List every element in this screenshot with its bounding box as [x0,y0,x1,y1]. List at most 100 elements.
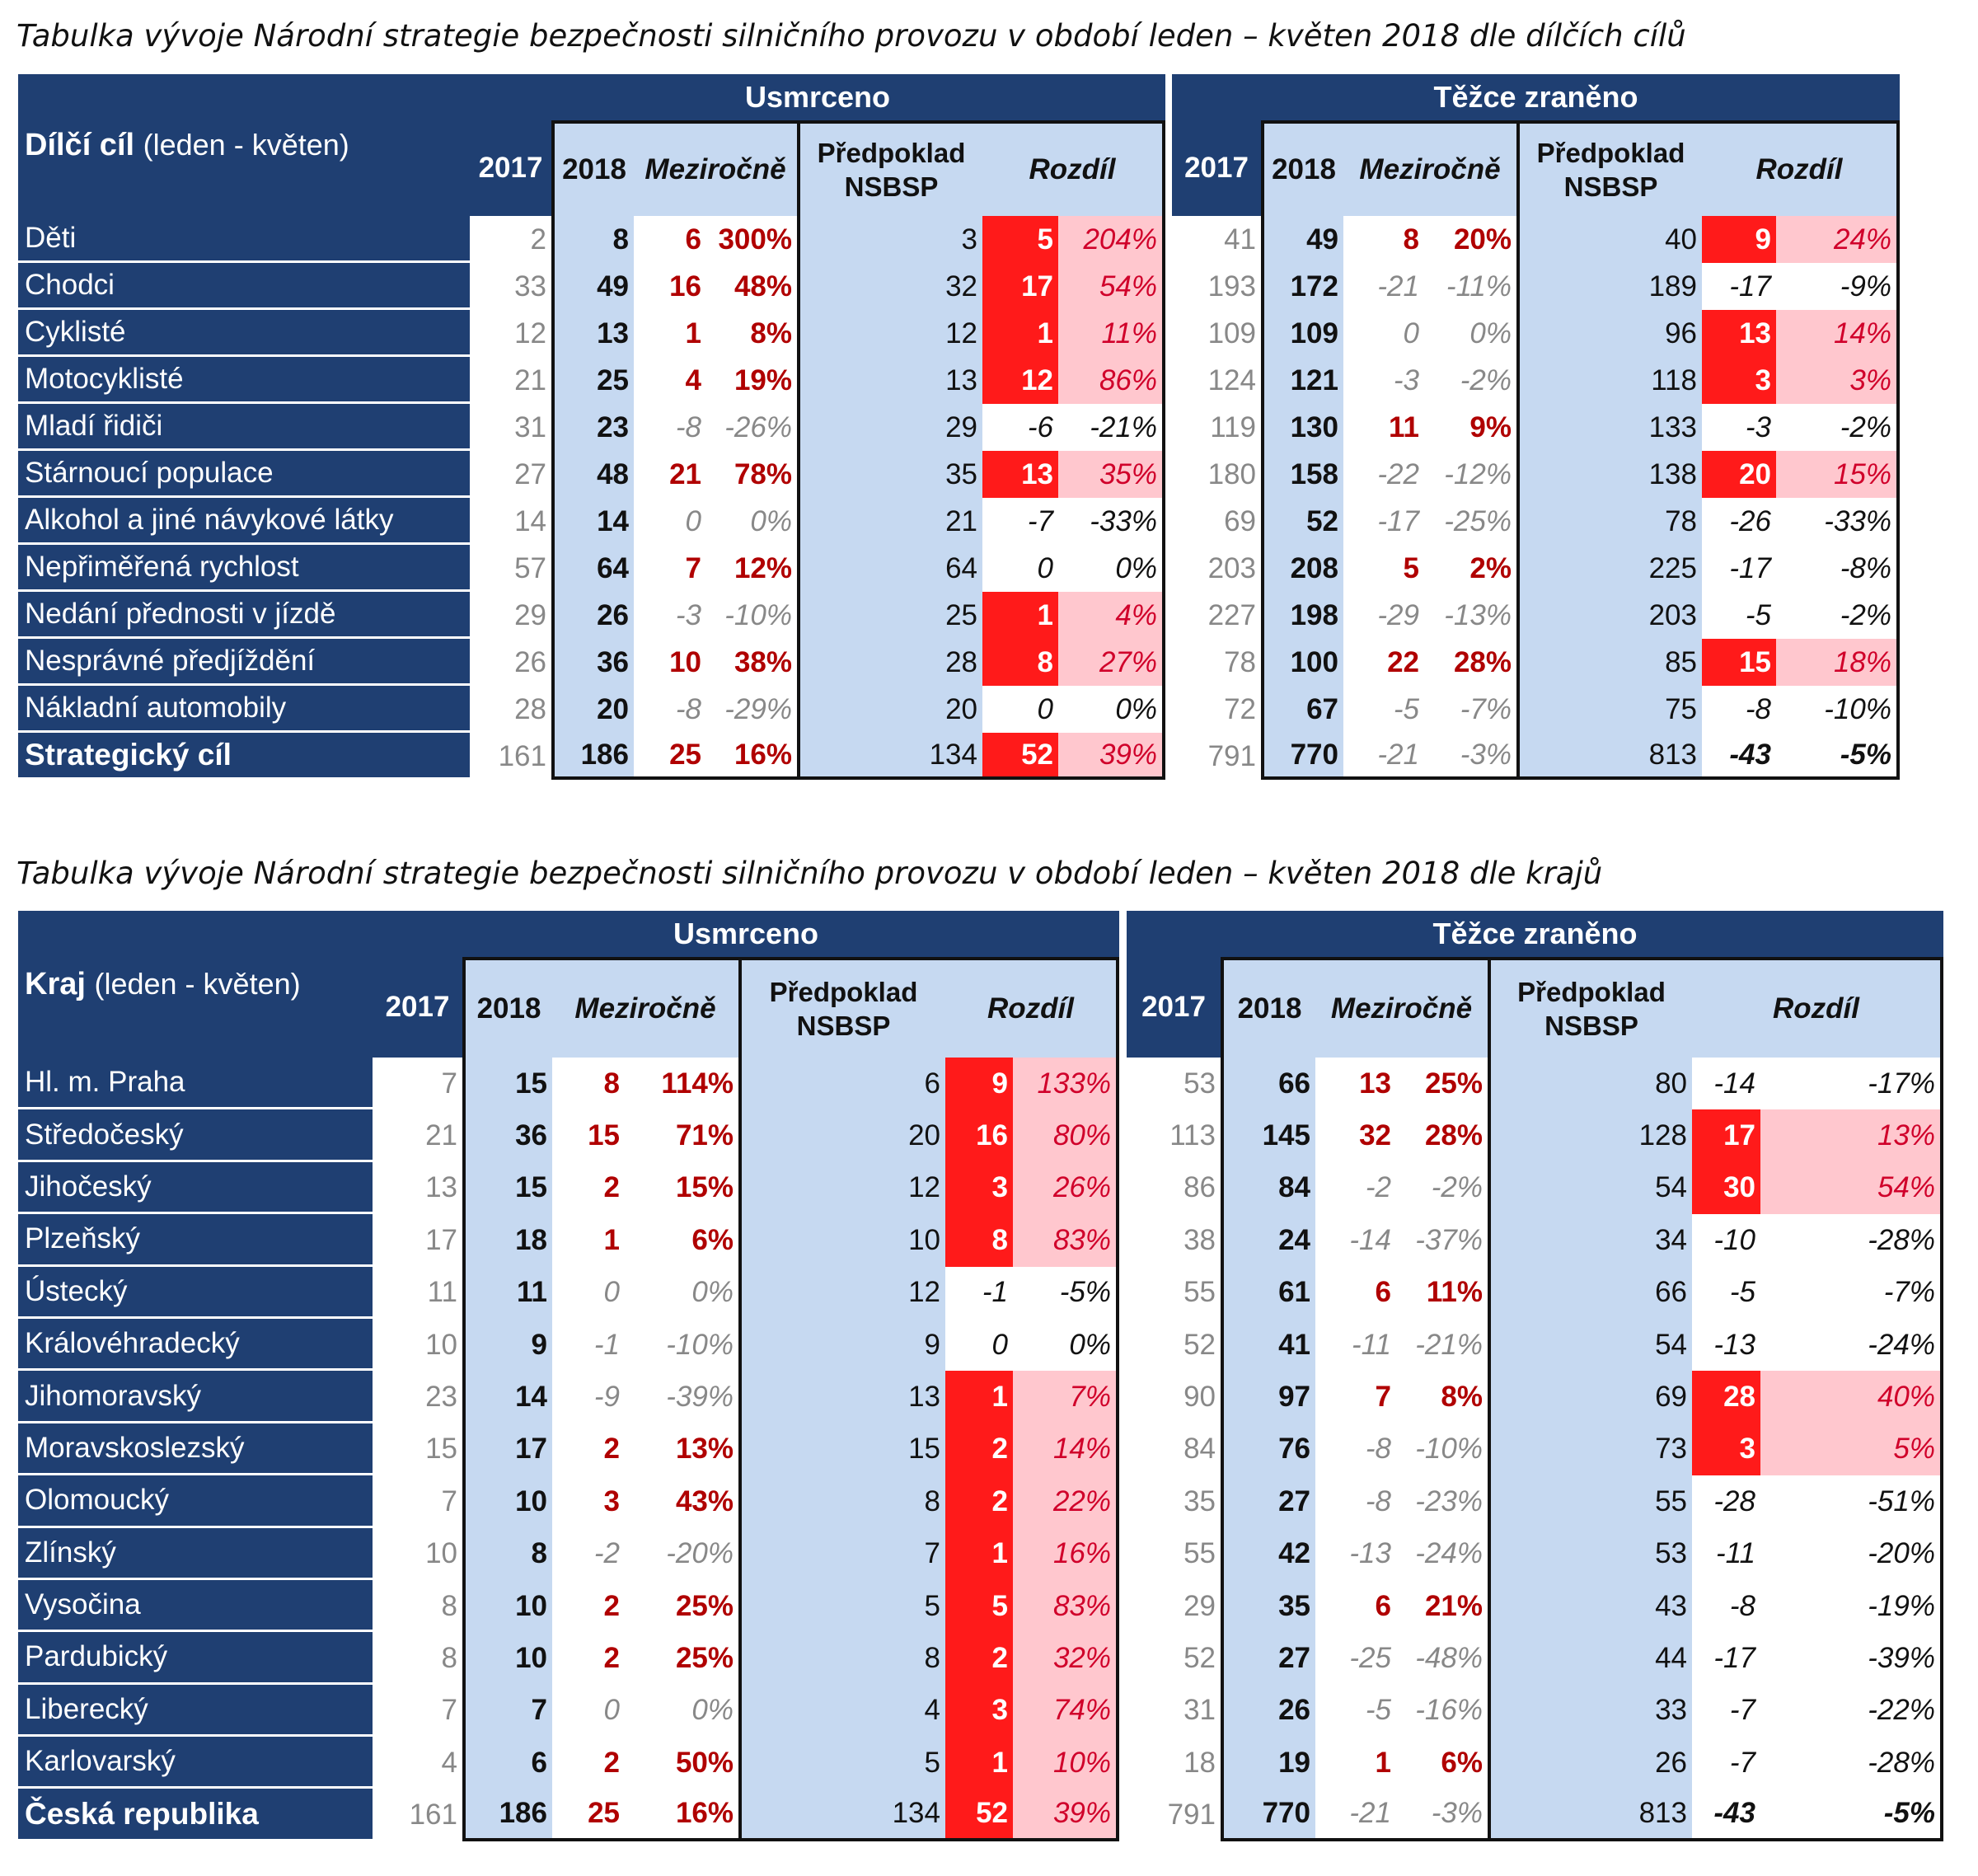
goals-val-rozdil-pct: 15% [1776,451,1900,498]
regions-row: Olomoucký 7 10 3 43% 8 2 22% 35 27 -8 -23% 55 -28 -51% [18,1475,1943,1528]
goals-table-caption: Tabulka vývoje Národní strategie bezpečn… [16,18,1686,54]
regions-val-rozdil: 30 [1692,1161,1760,1215]
goals-val-rozdil-pct: -2% [1776,404,1900,451]
regions-tezce-2018-header: 2018 [1221,957,1315,1058]
regions-val-2018: 26 [1221,1684,1315,1738]
regions-tezce-predpoklad-line1: Předpoklad [1517,976,1666,1007]
goals-val-rozdil-pct: 24% [1776,216,1900,263]
goals-val-rozdil-pct: 14% [1776,310,1900,357]
regions-val-delta: 25 [552,1789,625,1841]
goals-row-label: Chodci [18,263,470,310]
goals-val-rozdil-pct: 27% [1058,639,1165,686]
goals-val-predpoklad: 21 [797,498,982,545]
goals-val-delta-pct: -26% [724,410,792,443]
goals-gap [1165,733,1172,780]
goals-val-rozdil-pct: -9% [1776,263,1900,310]
goals-val-rozdil: 0 [1037,551,1053,584]
goals-val-predpoklad: 32 [797,263,982,310]
goals-val-2017: 28 [514,692,546,725]
goals-val-2017: 31 [514,410,546,443]
goals-val-rozdil: -17 [1729,270,1771,303]
regions-val-2018: 35 [1221,1579,1315,1633]
regions-val-2018: 145 [1221,1109,1315,1162]
goals-val-2017: 27 [514,457,546,490]
goals-tezce-rozdil-header: Rozdíl [1702,120,1900,216]
goals-val-rozdil-pct: 0% [1058,545,1165,592]
regions-gap [1119,1318,1127,1372]
regions-val-delta: 0 [603,1276,620,1309]
goals-val-delta-pct: 38% [734,645,792,678]
goals-val-rozdil-pct: -33% [1776,498,1900,545]
goals-gap [1165,498,1172,545]
regions-val-2017: 53 [1184,1067,1216,1100]
goals-val-predpoklad: 813 [1516,733,1702,780]
regions-row-label: Královéhradecký [18,1318,373,1372]
regions-val-rozdil: -7 [1729,1694,1755,1727]
goals-val-delta: 16 [669,270,701,303]
regions-gap [1119,1684,1127,1738]
goals-val-rozdil: 20 [1702,451,1776,498]
regions-val-rozdil: 2 [945,1423,1013,1476]
regions-tezce-predpoklad-line2: NSBSP [1544,1011,1638,1041]
regions-val-delta-pct: -16% [1415,1694,1483,1727]
regions-val-2018: 11 [462,1266,552,1319]
goals-val-delta-pct: 0% [1469,317,1512,349]
regions-label-bold: Kraj [25,966,86,1001]
goals-row: Stárnoucí populace 27 48 21 78% 35 13 35% 180 158… [18,451,1900,498]
regions-val-rozdil: -5 [1729,1276,1755,1309]
regions-val-rozdil-pct: 54% [1760,1161,1943,1215]
goals-val-2018: 26 [551,592,634,639]
goals-val-2017: 57 [514,551,546,584]
regions-row: Moravskoslezský 15 17 2 13% 15 2 14% 84 76 -8 -10% 7… [18,1423,1943,1476]
goals-val-delta-pct: 16% [706,733,797,780]
goals-row-label: Mladí řidiči [18,404,470,451]
regions-tezce-mezirocne-header: Meziročně [1315,957,1488,1058]
regions-val-rozdil: -1 [982,1276,1008,1309]
regions-val-predpoklad: 34 [1488,1214,1692,1267]
regions-val-rozdil-pct: -22% [1760,1684,1943,1738]
goals-val-2018: 64 [551,545,634,592]
goals-val-2018: 109 [1261,310,1343,357]
regions-val-2018: 84 [1221,1161,1315,1215]
goals-val-rozdil: -7 [1027,504,1053,537]
goals-row-label: Strategický cíl [18,733,470,780]
regions-val-delta-pct: 25% [675,1589,734,1622]
regions-val-delta-pct: -23% [1415,1484,1483,1517]
regions-tezce-predpoklad-header: Předpoklad NSBSP [1488,957,1692,1058]
regions-gap [1119,1371,1127,1423]
goals-gap [1165,216,1172,263]
goals-val-delta: -8 [675,692,701,725]
regions-val-delta: -21 [1315,1789,1396,1841]
regions-val-rozdil: 9 [945,1058,1013,1110]
goals-val-2017: 78 [1224,645,1256,678]
goals-val-delta-pct: -29% [724,692,792,725]
regions-val-rozdil-pct: 10% [1013,1737,1119,1789]
goals-val-rozdil: -5 [1745,598,1771,631]
regions-val-rozdil: -7 [1729,1746,1755,1779]
regions-val-rozdil-pct: -28% [1760,1214,1943,1267]
regions-val-rozdil-pct: -19% [1760,1579,1943,1633]
regions-val-delta: 1 [1375,1746,1391,1779]
regions-val-2017: 7 [441,1484,457,1517]
regions-table: Kraj (leden - květen) Usmrceno Těžce zraně… [18,911,1943,1841]
goals-val-rozdil: 9 [1702,216,1776,263]
goals-gap [1165,686,1172,733]
goals-row: Cyklisté 12 13 1 8% 12 1 11% 109 109 0 0% 96 13 14% [18,310,1900,357]
goals-row-label: Nesprávné předjíždění [18,639,470,686]
goals-val-rozdil: 12 [982,357,1058,404]
regions-usmrceno-2017-header: 2017 [373,957,462,1058]
goals-val-rozdil: 52 [982,733,1058,780]
regions-row: Ústecký 11 11 0 0% 12 -1 -5% 55 61 6 11% 66 -5 -7% [18,1266,1943,1319]
regions-val-predpoklad: 26 [1488,1737,1692,1789]
regions-val-2018: 186 [462,1789,552,1841]
regions-val-delta: -9 [593,1381,620,1414]
goals-val-2017: 109 [1207,317,1256,349]
regions-usmrceno-2018-header: 2018 [462,957,552,1058]
goals-val-rozdil: 13 [1702,310,1776,357]
regions-val-2017: 18 [1184,1746,1216,1779]
regions-val-predpoklad: 53 [1488,1527,1692,1580]
regions-val-delta-pct: -39% [666,1381,734,1414]
goals-gap [1165,357,1172,404]
regions-val-predpoklad: 5 [738,1579,945,1633]
goals-val-delta-pct: 300% [718,223,792,256]
